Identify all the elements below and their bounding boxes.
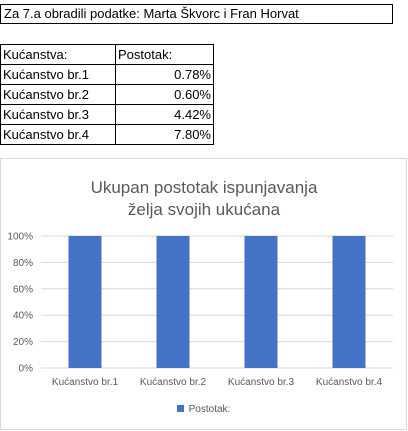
- column-header-percentage[interactable]: Postotak:: [115, 44, 214, 65]
- legend-label: Postotak:: [188, 404, 231, 415]
- column-header-households[interactable]: Kućanstva:: [0, 44, 116, 65]
- y-tick-label: 80%: [13, 258, 33, 269]
- table-row: Kućanstvo br.2 0.60%: [0, 84, 214, 105]
- x-tick-label: Kućanstvo br.3: [228, 377, 295, 388]
- x-tick-label: Kućanstvo br.1: [52, 377, 119, 388]
- header-title: Za 7.a obradili podatke: Marta Škvorc i …: [4, 6, 299, 21]
- x-tick-label: Kućanstvo br.2: [140, 377, 207, 388]
- y-tick-label: 100%: [7, 232, 33, 243]
- table-cell-household[interactable]: Kućanstvo br.4: [0, 124, 116, 145]
- bar[interactable]: [156, 236, 190, 368]
- table-row: Kućanstvo br.1 0.78%: [0, 64, 214, 85]
- x-tick-label: Kućanstvo br.4: [316, 377, 383, 388]
- bar[interactable]: [68, 236, 102, 368]
- table-cell-percentage[interactable]: 4.42%: [115, 104, 214, 125]
- table-cell-percentage[interactable]: 0.60%: [115, 84, 214, 105]
- table-cell-household[interactable]: Kućanstvo br.2: [0, 84, 116, 105]
- table-header-row: Kućanstva: Postotak:: [0, 44, 214, 65]
- data-table: Kućanstva: Postotak: Kućanstvo br.1 0.78…: [0, 44, 214, 145]
- bar[interactable]: [244, 236, 278, 368]
- chart-title: Ukupan postotak ispunjavanja želja svoji…: [90, 178, 318, 219]
- table-cell-household[interactable]: Kućanstvo br.3: [0, 104, 116, 125]
- table-cell-percentage[interactable]: 7.80%: [115, 124, 214, 145]
- y-tick-label: 0%: [19, 364, 34, 375]
- table-row: Kućanstvo br.4 7.80%: [0, 124, 214, 145]
- table-cell-percentage[interactable]: 0.78%: [115, 64, 214, 85]
- bar[interactable]: [332, 236, 366, 368]
- y-tick-label: 20%: [13, 337, 33, 348]
- y-tick-label: 40%: [13, 311, 33, 322]
- chart-legend: Postotak:: [1, 404, 406, 415]
- chart-frame[interactable]: Ukupan postotak ispunjavanja želja svoji…: [0, 158, 407, 430]
- legend-swatch: [176, 405, 184, 412]
- header-title-cell[interactable]: Za 7.a obradili podatke: Marta Škvorc i …: [0, 4, 393, 24]
- table-cell-household[interactable]: Kućanstvo br.1: [0, 64, 116, 85]
- table-row: Kućanstvo br.3 4.42%: [0, 104, 214, 125]
- y-tick-label: 60%: [13, 284, 33, 295]
- bar-chart-plot: 0% 20% 40% 60% 80% 100% Kućanstvo br.1 Kućanstv…: [7, 232, 393, 388]
